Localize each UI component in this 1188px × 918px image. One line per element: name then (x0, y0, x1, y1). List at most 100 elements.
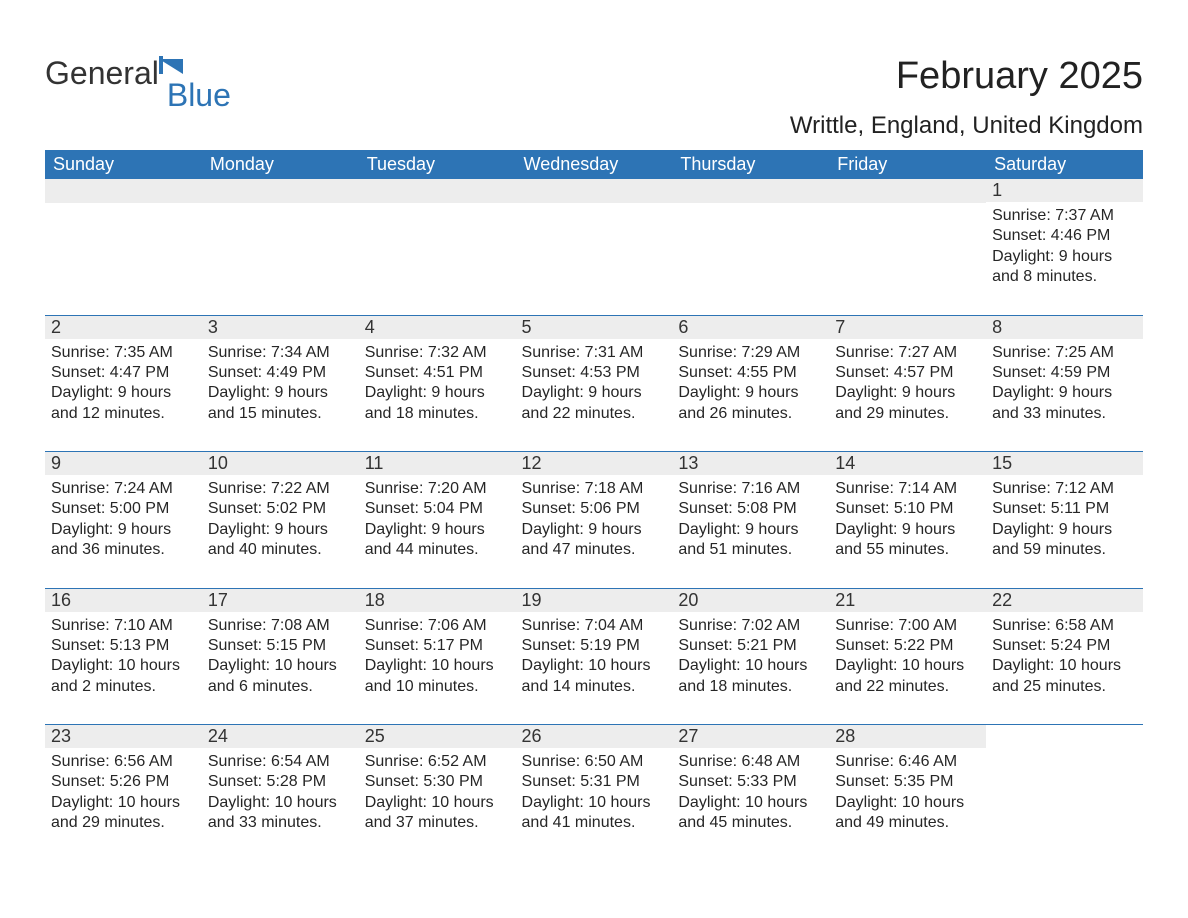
day-number-bar: 7 (829, 316, 986, 339)
day-number-bar: 24 (202, 725, 359, 748)
sunset-line: Sunset: 5:26 PM (51, 772, 196, 792)
daylight-line: Daylight: 10 hours and 45 minutes. (678, 793, 823, 834)
sunset-line: Sunset: 5:15 PM (208, 636, 353, 656)
sunrise-line: Sunrise: 7:08 AM (208, 616, 353, 636)
day-number-bar: 3 (202, 316, 359, 339)
daylight-line: Daylight: 10 hours and 6 minutes. (208, 656, 353, 697)
calendar-day-cell: 23Sunrise: 6:56 AMSunset: 5:26 PMDayligh… (45, 725, 202, 861)
sunset-line: Sunset: 4:51 PM (365, 363, 510, 383)
day-details: Sunrise: 6:48 AMSunset: 5:33 PMDaylight:… (672, 748, 829, 840)
daylight-line: Daylight: 10 hours and 2 minutes. (51, 656, 196, 697)
calendar-day-cell: 21Sunrise: 7:00 AMSunset: 5:22 PMDayligh… (829, 589, 986, 725)
sunset-line: Sunset: 5:13 PM (51, 636, 196, 656)
sunset-line: Sunset: 5:02 PM (208, 499, 353, 519)
calendar-day-cell: 13Sunrise: 7:16 AMSunset: 5:08 PMDayligh… (672, 452, 829, 588)
calendar-day-cell: 20Sunrise: 7:02 AMSunset: 5:21 PMDayligh… (672, 589, 829, 725)
calendar-week-row: 1Sunrise: 7:37 AMSunset: 4:46 PMDaylight… (45, 179, 1143, 315)
day-number-bar: 19 (516, 589, 673, 612)
calendar-day-cell: 28Sunrise: 6:46 AMSunset: 5:35 PMDayligh… (829, 725, 986, 861)
location-subtitle: Writtle, England, United Kingdom (790, 112, 1143, 140)
day-number-bar: 25 (359, 725, 516, 748)
sunrise-line: Sunrise: 7:35 AM (51, 343, 196, 363)
logo-text-blue: Blue (167, 77, 231, 114)
sunrise-line: Sunrise: 6:56 AM (51, 752, 196, 772)
calendar-week-row: 23Sunrise: 6:56 AMSunset: 5:26 PMDayligh… (45, 725, 1143, 861)
sunrise-line: Sunrise: 7:37 AM (992, 206, 1137, 226)
day-number-bar: 11 (359, 452, 516, 475)
calendar-empty-cell (45, 179, 202, 315)
daylight-line: Daylight: 9 hours and 26 minutes. (678, 383, 823, 424)
sunrise-line: Sunrise: 7:32 AM (365, 343, 510, 363)
calendar-week-row: 9Sunrise: 7:24 AMSunset: 5:00 PMDaylight… (45, 452, 1143, 588)
day-details: Sunrise: 7:27 AMSunset: 4:57 PMDaylight:… (829, 339, 986, 431)
day-details: Sunrise: 7:14 AMSunset: 5:10 PMDaylight:… (829, 475, 986, 567)
day-details: Sunrise: 7:24 AMSunset: 5:00 PMDaylight:… (45, 475, 202, 567)
day-number-bar (45, 179, 202, 203)
logo: General Blue (45, 55, 257, 92)
calendar-day-cell: 5Sunrise: 7:31 AMSunset: 4:53 PMDaylight… (516, 316, 673, 452)
daylight-line: Daylight: 10 hours and 25 minutes. (992, 656, 1137, 697)
calendar-day-cell: 6Sunrise: 7:29 AMSunset: 4:55 PMDaylight… (672, 316, 829, 452)
calendar-day-cell: 16Sunrise: 7:10 AMSunset: 5:13 PMDayligh… (45, 589, 202, 725)
daylight-line: Daylight: 10 hours and 37 minutes. (365, 793, 510, 834)
daylight-line: Daylight: 9 hours and 12 minutes. (51, 383, 196, 424)
daylight-line: Daylight: 10 hours and 22 minutes. (835, 656, 980, 697)
day-number-bar (359, 179, 516, 203)
sunset-line: Sunset: 5:04 PM (365, 499, 510, 519)
calendar-day-cell: 17Sunrise: 7:08 AMSunset: 5:15 PMDayligh… (202, 589, 359, 725)
day-details: Sunrise: 7:34 AMSunset: 4:49 PMDaylight:… (202, 339, 359, 431)
day-details: Sunrise: 7:08 AMSunset: 5:15 PMDaylight:… (202, 612, 359, 704)
sunset-line: Sunset: 5:24 PM (992, 636, 1137, 656)
sunrise-line: Sunrise: 7:04 AM (522, 616, 667, 636)
day-details: Sunrise: 7:20 AMSunset: 5:04 PMDaylight:… (359, 475, 516, 567)
day-details: Sunrise: 6:46 AMSunset: 5:35 PMDaylight:… (829, 748, 986, 840)
calendar-day-cell: 2Sunrise: 7:35 AMSunset: 4:47 PMDaylight… (45, 316, 202, 452)
daylight-line: Daylight: 9 hours and 40 minutes. (208, 520, 353, 561)
title-block: February 2025 Writtle, England, United K… (790, 55, 1143, 140)
sunrise-line: Sunrise: 7:10 AM (51, 616, 196, 636)
day-number-bar: 18 (359, 589, 516, 612)
sunrise-line: Sunrise: 7:12 AM (992, 479, 1137, 499)
sunset-line: Sunset: 5:21 PM (678, 636, 823, 656)
day-number-bar: 13 (672, 452, 829, 475)
day-details: Sunrise: 7:10 AMSunset: 5:13 PMDaylight:… (45, 612, 202, 704)
calendar-day-cell: 11Sunrise: 7:20 AMSunset: 5:04 PMDayligh… (359, 452, 516, 588)
sunrise-line: Sunrise: 6:58 AM (992, 616, 1137, 636)
day-details: Sunrise: 6:58 AMSunset: 5:24 PMDaylight:… (986, 612, 1143, 704)
day-details: Sunrise: 7:29 AMSunset: 4:55 PMDaylight:… (672, 339, 829, 431)
weekday-header: Friday (829, 150, 986, 179)
sunset-line: Sunset: 5:08 PM (678, 499, 823, 519)
day-details: Sunrise: 7:35 AMSunset: 4:47 PMDaylight:… (45, 339, 202, 431)
sunset-line: Sunset: 4:57 PM (835, 363, 980, 383)
sunrise-line: Sunrise: 7:14 AM (835, 479, 980, 499)
day-number-bar: 5 (516, 316, 673, 339)
daylight-line: Daylight: 9 hours and 44 minutes. (365, 520, 510, 561)
calendar-day-cell: 22Sunrise: 6:58 AMSunset: 5:24 PMDayligh… (986, 589, 1143, 725)
sunrise-line: Sunrise: 6:46 AM (835, 752, 980, 772)
daylight-line: Daylight: 10 hours and 29 minutes. (51, 793, 196, 834)
calendar-empty-cell (986, 725, 1143, 861)
day-details: Sunrise: 7:12 AMSunset: 5:11 PMDaylight:… (986, 475, 1143, 567)
sunrise-line: Sunrise: 7:29 AM (678, 343, 823, 363)
weekday-header: Thursday (672, 150, 829, 179)
day-details: Sunrise: 7:18 AMSunset: 5:06 PMDaylight:… (516, 475, 673, 567)
daylight-line: Daylight: 10 hours and 41 minutes. (522, 793, 667, 834)
sunset-line: Sunset: 4:55 PM (678, 363, 823, 383)
day-number-bar: 27 (672, 725, 829, 748)
calendar-day-cell: 25Sunrise: 6:52 AMSunset: 5:30 PMDayligh… (359, 725, 516, 861)
daylight-line: Daylight: 9 hours and 36 minutes. (51, 520, 196, 561)
day-details: Sunrise: 6:54 AMSunset: 5:28 PMDaylight:… (202, 748, 359, 840)
sunset-line: Sunset: 5:19 PM (522, 636, 667, 656)
day-details: Sunrise: 7:06 AMSunset: 5:17 PMDaylight:… (359, 612, 516, 704)
day-number-bar: 22 (986, 589, 1143, 612)
day-number-bar: 1 (986, 179, 1143, 202)
day-number-bar: 16 (45, 589, 202, 612)
weekday-header: Monday (202, 150, 359, 179)
sunset-line: Sunset: 5:11 PM (992, 499, 1137, 519)
sunset-line: Sunset: 4:46 PM (992, 226, 1137, 246)
sunrise-line: Sunrise: 7:06 AM (365, 616, 510, 636)
month-title: February 2025 (790, 55, 1143, 98)
sunset-line: Sunset: 4:53 PM (522, 363, 667, 383)
sunset-line: Sunset: 5:06 PM (522, 499, 667, 519)
calendar-day-cell: 14Sunrise: 7:14 AMSunset: 5:10 PMDayligh… (829, 452, 986, 588)
